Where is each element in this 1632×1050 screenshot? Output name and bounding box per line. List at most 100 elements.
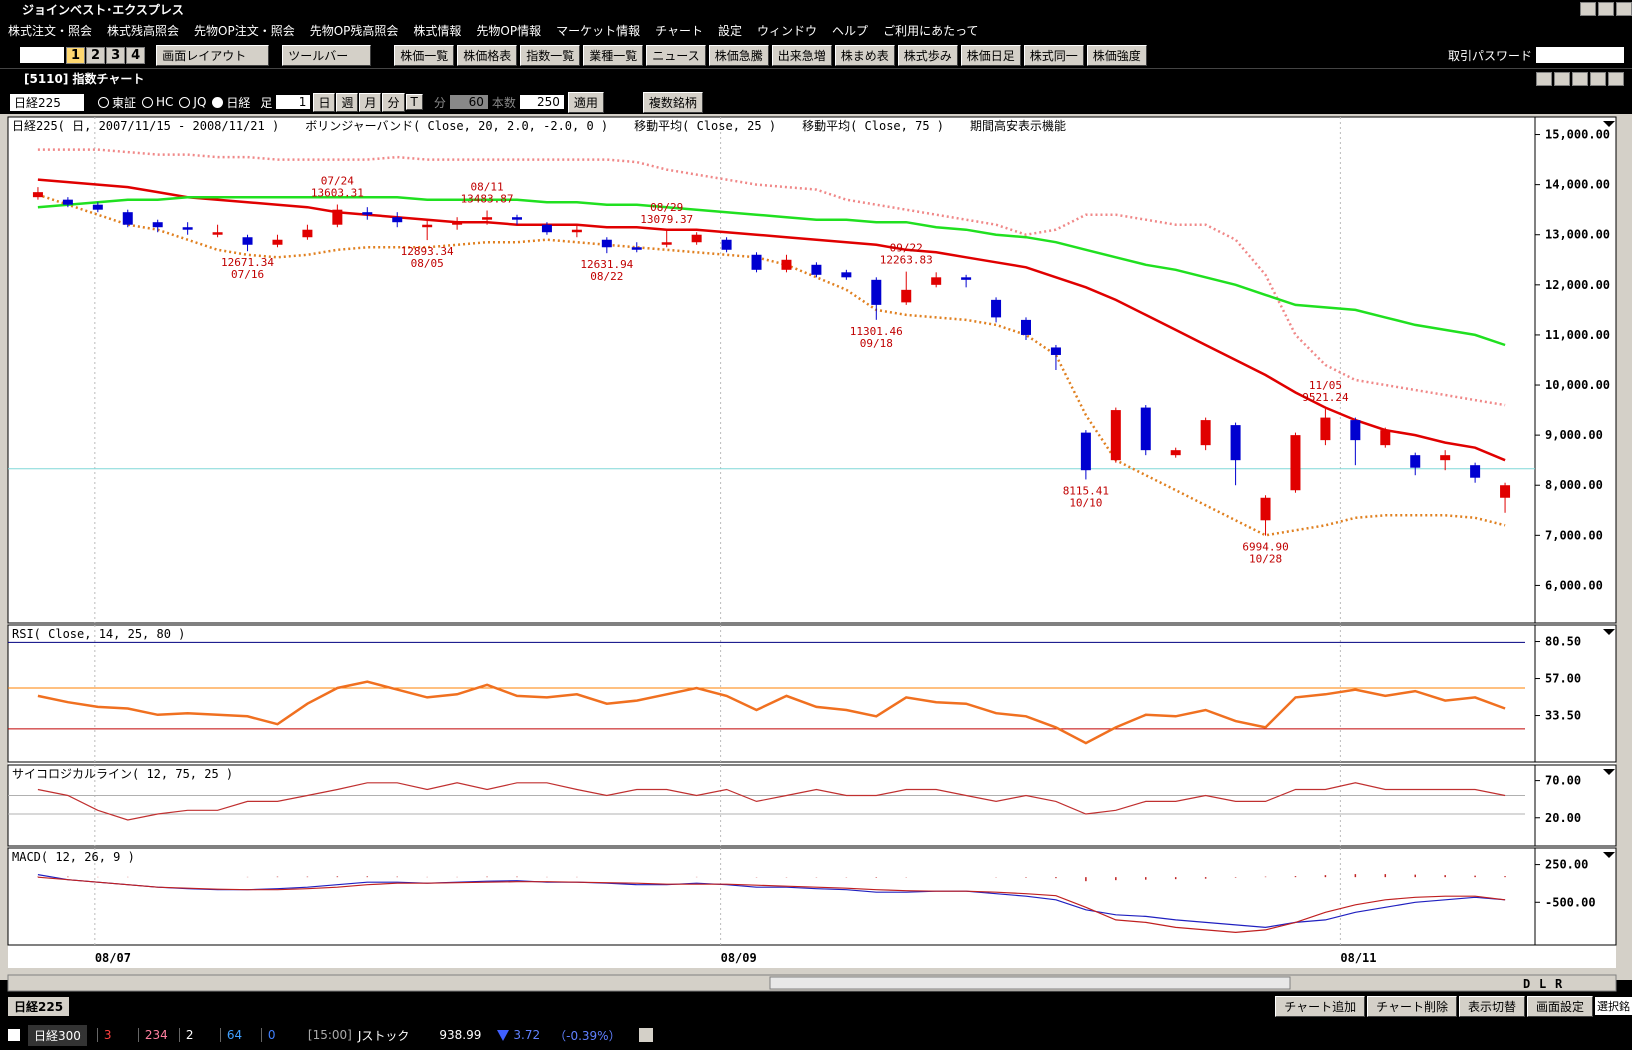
menu-item[interactable]: 先物OP注文・照会 bbox=[194, 23, 295, 38]
toolbar-dropdown[interactable]: ツールバー bbox=[282, 44, 372, 66]
candle-body bbox=[751, 254, 762, 270]
scroll-button[interactable]: R bbox=[1555, 977, 1563, 991]
toolbar-dropdown[interactable]: 画面レイアウト bbox=[156, 44, 270, 66]
series-line bbox=[37, 195, 1506, 347]
menu-item[interactable]: ご利用にあたって bbox=[883, 23, 979, 38]
bottom-button[interactable]: チャート追加 bbox=[1275, 995, 1366, 1017]
symbol-tab[interactable]: 日経225 bbox=[8, 996, 70, 1016]
radio[interactable] bbox=[142, 96, 154, 108]
corner-label: 選択銘 bbox=[1595, 997, 1632, 1015]
annotation-date: 07/24 bbox=[321, 175, 354, 188]
indicator-title: RSI( Close, 14, 25, 80 ) bbox=[12, 627, 185, 641]
menu-item[interactable]: マーケット情報 bbox=[556, 23, 641, 38]
bottom-button[interactable]: 画面設定 bbox=[1526, 995, 1593, 1017]
bottom-button[interactable]: チャート削除 bbox=[1367, 995, 1457, 1017]
menu-item[interactable]: チャート bbox=[655, 23, 704, 38]
y-tick-label: 12,000.00 bbox=[1545, 278, 1610, 292]
maximize[interactable] bbox=[1598, 2, 1614, 16]
candle-body bbox=[32, 192, 43, 198]
menu-item[interactable]: 株式注文・照会 bbox=[8, 23, 93, 38]
status-count: 2 bbox=[178, 1028, 220, 1042]
menu-item[interactable]: 設定 bbox=[718, 23, 743, 38]
panel-border bbox=[7, 624, 1617, 763]
window-button[interactable] bbox=[1554, 71, 1570, 86]
close[interactable] bbox=[1616, 2, 1632, 16]
toolbar-button[interactable]: 株価格表 bbox=[457, 44, 518, 66]
menu-item[interactable]: 先物OP情報 bbox=[476, 23, 542, 38]
apply-button[interactable]: 適用 bbox=[567, 91, 604, 113]
toolbar-button[interactable]: 株式同一 bbox=[1023, 44, 1084, 66]
candle-body bbox=[1320, 417, 1331, 441]
toolbar-button[interactable]: 出来急増 bbox=[771, 44, 832, 66]
ashi-input[interactable]: 1 bbox=[276, 95, 311, 109]
toolbar-button[interactable]: 株価強度 bbox=[1086, 44, 1147, 66]
indicator-title: 移動平均( Close, 25 ) bbox=[634, 119, 776, 133]
period-button[interactable]: 月 bbox=[359, 92, 382, 112]
toolbar-button[interactable]: 株価日足 bbox=[960, 44, 1021, 66]
bottom-button[interactable]: 表示切替 bbox=[1458, 995, 1525, 1017]
window-close[interactable] bbox=[1608, 71, 1624, 86]
period-button[interactable]: 分 bbox=[382, 92, 405, 112]
layout-tab[interactable]: 1 bbox=[66, 46, 86, 64]
toolbar-input[interactable] bbox=[20, 47, 64, 63]
password-input[interactable] bbox=[1536, 47, 1624, 63]
menu-item[interactable]: 株式残高照会 bbox=[107, 23, 180, 38]
y-tick-label: 33.50 bbox=[1545, 709, 1581, 723]
refresh-button[interactable] bbox=[638, 1028, 653, 1042]
toolbar-button[interactable]: 株式歩み bbox=[897, 44, 958, 66]
radio-label: 東証 bbox=[112, 95, 137, 110]
panel-menu bbox=[1603, 121, 1615, 127]
layout-tab[interactable]: 4 bbox=[126, 46, 146, 64]
menu-item[interactable]: ウィンドウ bbox=[757, 23, 818, 38]
toolbar-button[interactable]: 指数一覧 bbox=[520, 44, 581, 66]
candle-body bbox=[422, 224, 433, 228]
toolbar-button[interactable]: 株価急騰 bbox=[708, 44, 769, 66]
radio[interactable] bbox=[212, 96, 224, 108]
toolbar-button[interactable]: 株価一覧 bbox=[394, 44, 455, 66]
status-checkbox[interactable] bbox=[8, 1029, 20, 1041]
menu-item[interactable]: 先物OP残高照会 bbox=[309, 23, 399, 38]
chart-background bbox=[8, 117, 1616, 968]
toolbar-button[interactable]: ニュース bbox=[646, 44, 706, 66]
toolbar-button[interactable]: 株まめ表 bbox=[834, 44, 895, 66]
radio[interactable] bbox=[179, 96, 191, 108]
menu-item[interactable]: ヘルプ bbox=[832, 23, 869, 38]
window-button[interactable] bbox=[1572, 71, 1588, 86]
status-count: 234 bbox=[137, 1028, 179, 1042]
chart-controls: 日経225 東証 HC JQ 日経足 1 日週月分 T 分 60 本数 250 適用 複数銘柄 bbox=[0, 90, 1632, 114]
scroll-button[interactable]: L bbox=[1539, 977, 1546, 991]
window-button[interactable] bbox=[1536, 71, 1552, 86]
candle-body bbox=[961, 277, 972, 280]
candle-body bbox=[92, 204, 103, 210]
count-input[interactable]: 250 bbox=[519, 95, 564, 109]
radio[interactable] bbox=[98, 96, 109, 108]
window-button[interactable] bbox=[1590, 71, 1606, 86]
annotation-date: 07/16 bbox=[231, 268, 264, 281]
annotation-date: 09/18 bbox=[860, 337, 893, 350]
annotation-price: 13483.87 bbox=[461, 192, 514, 205]
period-button[interactable]: T bbox=[405, 94, 423, 110]
scroll-button[interactable]: D bbox=[1523, 977, 1530, 991]
toolbar-button[interactable]: 業種一覧 bbox=[583, 44, 644, 66]
candle-body bbox=[991, 299, 1002, 318]
candle-body bbox=[362, 212, 373, 215]
annotation-price: 9521.24 bbox=[1302, 391, 1349, 404]
down-arrow bbox=[497, 1029, 510, 1041]
layout-tab[interactable]: 2 bbox=[86, 46, 106, 64]
scroll-thumb[interactable] bbox=[769, 976, 1291, 990]
y-tick-label: 8,000.00 bbox=[1545, 478, 1603, 492]
menu-item[interactable]: 株式情報 bbox=[413, 23, 462, 38]
annotation-price: 13079.37 bbox=[640, 213, 693, 226]
multi-button[interactable]: 複数銘柄 bbox=[642, 91, 703, 113]
period-button[interactable]: 週 bbox=[336, 92, 359, 112]
annotation-date: 09/22 bbox=[890, 242, 923, 255]
series-line bbox=[37, 680, 1506, 745]
series-line bbox=[37, 148, 1506, 407]
period-button[interactable]: 日 bbox=[313, 92, 336, 112]
layout-tab[interactable]: 3 bbox=[106, 46, 126, 64]
minimize[interactable] bbox=[1580, 2, 1596, 16]
symbol-select[interactable]: 日経225 bbox=[10, 93, 84, 111]
indicator-title: 日経225( 日, 2007/11/15 - 2008/11/21 ) bbox=[12, 119, 279, 133]
candle-body bbox=[62, 199, 73, 205]
